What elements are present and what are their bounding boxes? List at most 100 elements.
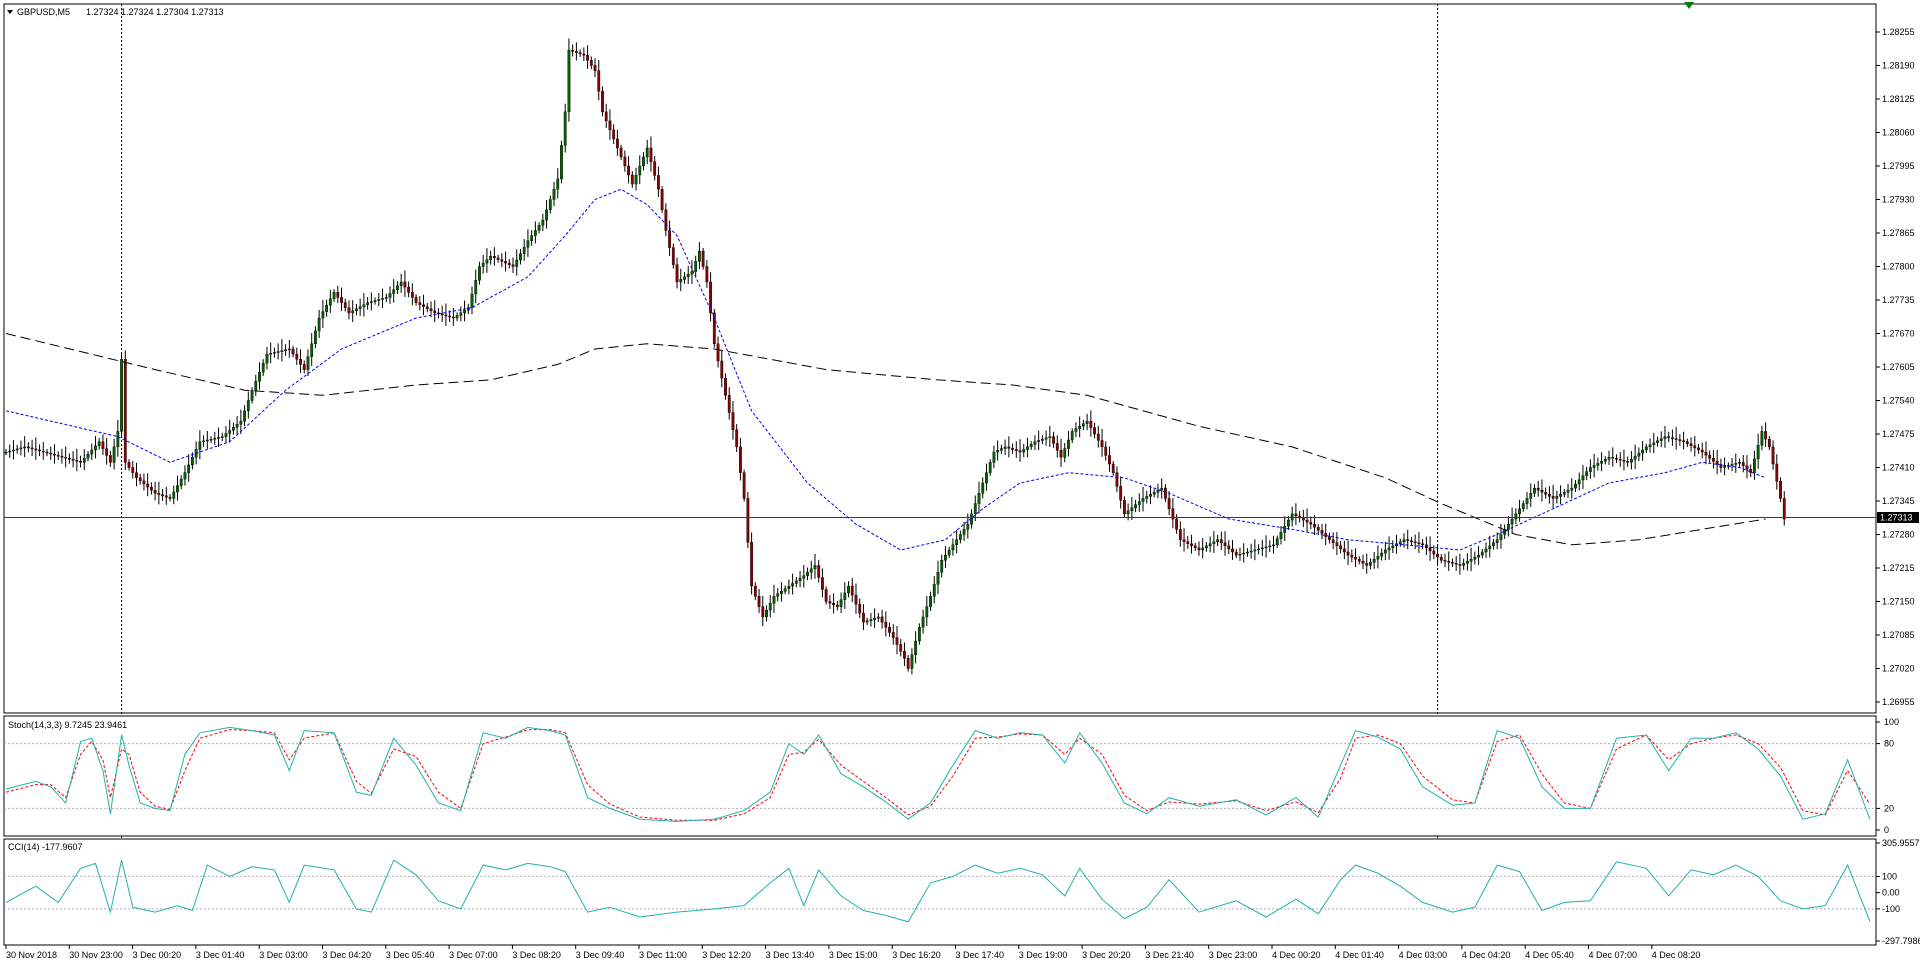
candle-body: [384, 297, 388, 299]
candle-body: [1518, 508, 1521, 515]
candle-body: [757, 596, 761, 607]
candle-body: [586, 54, 589, 61]
candle-body: [161, 494, 164, 497]
price-tick-label: 1.27215: [1882, 563, 1915, 573]
candle-body: [709, 281, 712, 314]
candle-body: [273, 352, 276, 354]
candle-body: [1078, 426, 1082, 430]
candle-body: [772, 596, 776, 604]
candle-body: [310, 343, 314, 357]
candle-body: [131, 467, 135, 473]
candle-body: [261, 362, 265, 373]
candle-body: [82, 458, 86, 463]
candle-body: [1738, 462, 1741, 464]
candle-body: [664, 209, 668, 231]
time-tick-label: 3 Dec 11:00: [639, 950, 687, 960]
candle-body: [642, 156, 645, 167]
candle-body: [1268, 545, 1272, 548]
candle-body: [657, 175, 660, 190]
candle-body: [8, 450, 12, 453]
candle-body: [1626, 461, 1630, 463]
candle-body: [1607, 456, 1611, 460]
candle-body: [869, 619, 873, 622]
candle-body: [343, 302, 347, 308]
price-tick-label: 1.26955: [1882, 697, 1915, 707]
candle-body: [1540, 489, 1544, 493]
time-tick-label: 4 Dec 01:40: [1335, 950, 1384, 960]
time-tick-label: 30 Nov 23:00: [69, 950, 123, 960]
candle-body: [1782, 498, 1786, 520]
candle-body: [392, 289, 396, 294]
candle-body: [1402, 539, 1406, 542]
candle-body: [955, 539, 959, 546]
candle-body: [634, 174, 638, 185]
candle-body: [351, 310, 355, 314]
candle-body: [1775, 463, 1779, 482]
candle-body: [123, 359, 127, 463]
candle-body: [433, 310, 437, 314]
price-pane[interactable]: 1.28255 1.28190 1.28125 1.28060 1.27995 1.279…: [3, 2, 1919, 945]
candle-body: [612, 129, 616, 140]
price-tick-label: 1.27280: [1882, 530, 1915, 540]
candle-body: [1279, 532, 1283, 539]
price-tick-label: 1.27150: [1882, 597, 1915, 607]
candle-body: [932, 584, 936, 597]
candle-body: [1704, 451, 1708, 456]
candle-body: [1242, 552, 1246, 555]
candle-body: [1458, 564, 1462, 566]
candle-body: [1443, 560, 1447, 562]
dropdown-triangle-icon[interactable]: [7, 10, 13, 14]
candle-body: [1328, 536, 1331, 540]
candle-body: [1588, 467, 1592, 472]
candle-body: [1234, 551, 1238, 556]
candle-body: [1603, 459, 1607, 462]
candle-body: [1577, 479, 1581, 485]
candle-body: [996, 450, 1000, 453]
candle-body: [571, 49, 575, 52]
candle-body: [1421, 543, 1425, 546]
cci-pane[interactable]: 305.9557 100 0.00 -100 -297.7986 CCI(14) -17…: [3, 838, 1920, 946]
candle-body: [776, 593, 780, 597]
candle-body: [1566, 489, 1570, 493]
candle-body: [187, 464, 191, 473]
candle-body: [321, 311, 325, 319]
candle-body: [1339, 545, 1343, 550]
scroll-marker-icon[interactable]: [1684, 2, 1694, 9]
candle-body: [116, 431, 120, 448]
candle-body: [701, 250, 705, 267]
candle-body: [940, 560, 944, 573]
candle-body: [548, 199, 552, 211]
candle-body: [1227, 545, 1231, 550]
candle-body: [630, 174, 634, 185]
candle-body: [1212, 541, 1216, 544]
candle-body: [176, 485, 179, 493]
candle-body: [511, 264, 515, 267]
candle-body: [190, 456, 194, 466]
price-axis: 1.28255 1.28190 1.28125 1.28060 1.27995 1.279…: [1876, 27, 1915, 707]
candle-body: [1231, 548, 1234, 553]
candle-body: [56, 454, 60, 457]
candle-body: [1559, 494, 1562, 497]
candle-body: [1410, 540, 1413, 542]
candle-body: [809, 568, 813, 573]
candle-body: [164, 495, 168, 498]
candle-body: [1111, 463, 1115, 473]
candle-body: [1040, 438, 1044, 441]
candle-body: [1510, 518, 1514, 525]
price-tick-label: 1.27735: [1882, 295, 1915, 305]
stochastic-pane[interactable]: 100 80 20 0 Stoch(14,3,3) 9.7245 23.9461: [3, 715, 1899, 837]
candle-body: [533, 230, 537, 236]
candle-body: [716, 343, 720, 362]
ohlc-label: 1.27324 1.27324 1.27304 1.27313: [86, 7, 224, 17]
candle-body: [545, 209, 548, 221]
candle-body: [168, 496, 172, 499]
candle-body: [988, 462, 992, 473]
candle-body: [1663, 436, 1667, 439]
candle-body: [992, 451, 996, 463]
candle-body: [813, 565, 817, 570]
stoch-tick-label: 20: [1884, 803, 1894, 813]
candle-body: [798, 578, 802, 582]
candle-body: [474, 280, 478, 295]
candle-body: [67, 458, 71, 460]
